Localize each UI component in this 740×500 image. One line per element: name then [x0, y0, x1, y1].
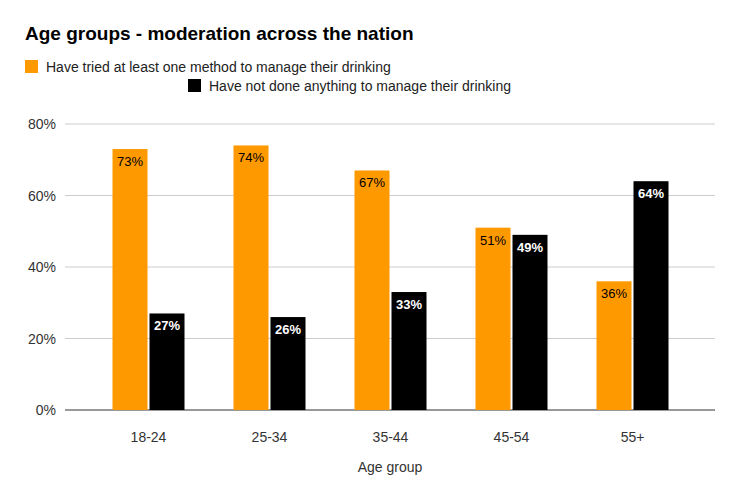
x-tick-label: 35-44 [373, 429, 409, 445]
data-label: 64% [638, 186, 664, 201]
grid-line [65, 195, 715, 196]
data-label: 51% [480, 233, 506, 248]
y-tick-label: 80% [28, 116, 56, 132]
bar [634, 181, 669, 410]
data-label: 74% [238, 150, 264, 165]
data-label: 67% [359, 175, 385, 190]
x-tick-label: 45-54 [494, 429, 530, 445]
bar [271, 317, 306, 410]
y-tick-label: 40% [28, 259, 56, 275]
x-tick-label: 25-34 [252, 429, 288, 445]
legend-label: Have tried at least one method to manage… [46, 59, 391, 75]
data-label: 49% [517, 240, 543, 255]
bar [234, 145, 269, 410]
x-tick-label: 55+ [621, 429, 645, 445]
data-label: 26% [275, 322, 301, 337]
legend-swatch [25, 60, 38, 73]
bar [355, 170, 390, 410]
bar [513, 235, 548, 410]
y-tick-label: 60% [28, 188, 56, 204]
bars [113, 145, 669, 410]
grid-line [65, 267, 715, 268]
x-axis-title: Age group [358, 459, 423, 475]
title: Age groups - moderation across the natio… [25, 23, 414, 44]
y-tick-label: 20% [28, 331, 56, 347]
grid-line [65, 124, 715, 125]
data-label: 27% [154, 318, 180, 333]
bar [392, 292, 427, 410]
legend-swatch [188, 79, 201, 92]
chart: Age groups - moderation across the natio… [0, 0, 740, 500]
bar [597, 281, 632, 410]
data-label: 73% [117, 154, 143, 169]
bar [150, 313, 185, 410]
bar [476, 228, 511, 410]
y-tick-label: 0% [36, 402, 56, 418]
data-label: 36% [601, 286, 627, 301]
data-label: 33% [396, 297, 422, 312]
bar [113, 149, 148, 410]
legend-label: Have not done anything to manage their d… [209, 78, 511, 94]
data-labels: 73% 27% 74% 26% 67% 33% 51% 49% 36% 64% [117, 150, 664, 337]
x-tick-label: 18-24 [131, 429, 167, 445]
